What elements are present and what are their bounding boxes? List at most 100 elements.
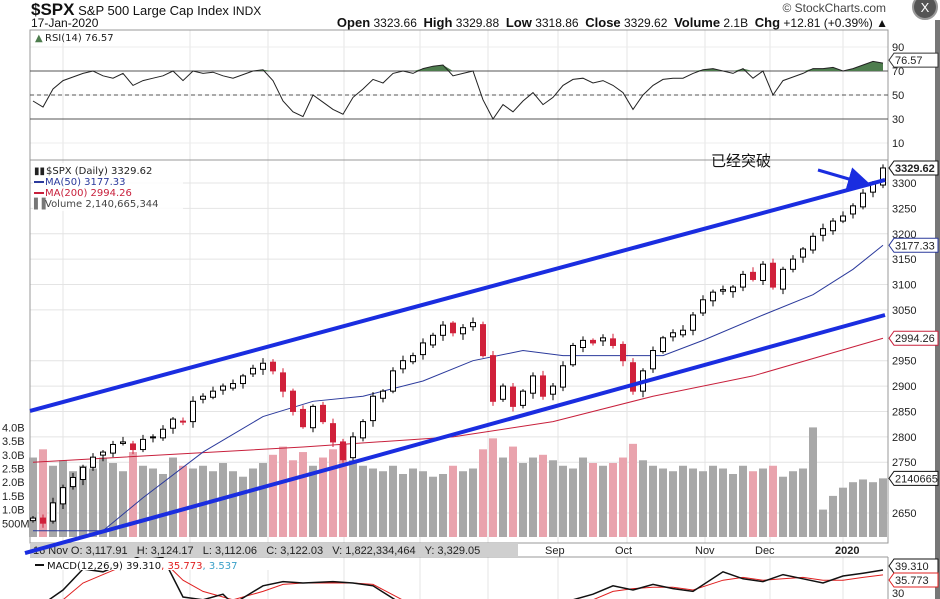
volume-bar	[29, 457, 37, 537]
volume-bar	[849, 482, 857, 537]
rsi-tick: 30	[892, 114, 904, 126]
volume-bar	[269, 454, 277, 537]
volume-icon: ▌▌	[33, 197, 49, 210]
volume-bar	[569, 468, 577, 537]
rsi-tick: 90	[892, 42, 904, 54]
volume-bar	[559, 465, 567, 537]
volume-bar	[379, 471, 387, 537]
volume-bar	[419, 471, 427, 537]
rsi-pane: 90 70 50 30 10	[30, 42, 904, 150]
candle	[330, 423, 336, 443]
volume-value: 2.1B	[723, 16, 749, 30]
volume-bar	[399, 473, 407, 537]
volume-bar	[699, 471, 707, 537]
candle	[480, 324, 486, 357]
volume-bar	[429, 476, 437, 537]
open-value: 3323.66	[373, 16, 417, 30]
rsi-overbought-fill	[423, 66, 433, 71]
candle	[260, 362, 266, 370]
scrollbar[interactable]	[935, 20, 940, 599]
candle	[800, 248, 806, 258]
candle	[80, 466, 86, 480]
candle	[780, 268, 786, 290]
price-tick: 2950	[892, 356, 916, 368]
volume-bar	[589, 463, 597, 537]
volume-bar	[339, 443, 347, 537]
volume-bar	[819, 509, 827, 537]
candle	[670, 332, 676, 338]
candle	[130, 443, 136, 451]
candle	[90, 456, 96, 468]
candle	[700, 299, 706, 314]
volume-bar	[609, 463, 617, 537]
volume-bar	[599, 465, 607, 537]
close-button[interactable]: X	[912, 0, 938, 20]
candle	[440, 324, 446, 336]
candle	[280, 372, 286, 392]
macd-signal-last: 35.773	[895, 575, 929, 587]
volume-bar	[299, 452, 307, 537]
price-legend: $SPX (Daily) 3329.62	[46, 166, 152, 177]
volume-bar	[139, 465, 147, 537]
volume-bar	[739, 465, 747, 537]
volume-bar	[189, 468, 197, 537]
candle	[400, 360, 406, 370]
candle	[60, 487, 66, 505]
candle	[450, 322, 456, 334]
candle	[110, 443, 116, 454]
close-label: Close	[585, 15, 621, 30]
price-tick: 3050	[892, 305, 916, 317]
candle	[150, 436, 156, 439]
x-tick: 2020	[835, 545, 859, 557]
candle	[340, 441, 346, 461]
candle	[220, 385, 226, 391]
moving-averages	[32, 244, 884, 532]
volume-bar	[369, 468, 377, 537]
legend-bg	[33, 31, 163, 43]
volume-bar	[499, 457, 507, 537]
volume-bar	[519, 463, 527, 537]
candle	[50, 502, 56, 522]
candle	[170, 418, 176, 429]
volume-bar	[619, 457, 627, 537]
candle	[310, 405, 316, 429]
volume-bar	[859, 479, 867, 537]
volume-bar	[479, 449, 487, 537]
candle	[350, 436, 356, 459]
price-tick: 2850	[892, 406, 916, 418]
volume-bar	[329, 449, 337, 537]
volume-bar	[149, 468, 157, 537]
volume-bar	[359, 465, 367, 537]
rsi-overbought-fill	[413, 68, 423, 71]
volume-tick: 3.0B	[2, 450, 25, 462]
candle	[860, 192, 866, 208]
volume-bar	[829, 495, 837, 537]
candle	[550, 385, 556, 395]
candle	[40, 517, 46, 524]
volume-bar	[679, 465, 687, 537]
candle	[510, 386, 516, 407]
rsi-legend: RSI(14) 76.57	[45, 33, 114, 44]
rsi-overbought-fill	[863, 61, 873, 71]
candle-icon: ▮▮	[34, 166, 45, 177]
volume-bar	[709, 465, 717, 537]
candle	[650, 350, 656, 370]
breakout-annotation: 已经突破	[711, 152, 771, 170]
volume-bar	[89, 468, 97, 537]
rsi-overbought-fill	[873, 61, 883, 71]
macd-last-box	[888, 558, 939, 574]
volume-bar	[449, 465, 457, 537]
volume-bar	[799, 468, 807, 537]
candle	[470, 322, 476, 328]
volume-bar	[549, 460, 557, 537]
volume-bar	[629, 443, 637, 537]
candle	[620, 343, 626, 362]
candle	[520, 390, 526, 406]
rsi-overbought-fill	[263, 69, 273, 71]
candle	[380, 390, 386, 399]
rsi-overbought-fill	[803, 68, 813, 71]
volume-bar	[409, 468, 417, 537]
x-tick: Dec	[755, 545, 775, 557]
volume-bar	[809, 427, 817, 537]
